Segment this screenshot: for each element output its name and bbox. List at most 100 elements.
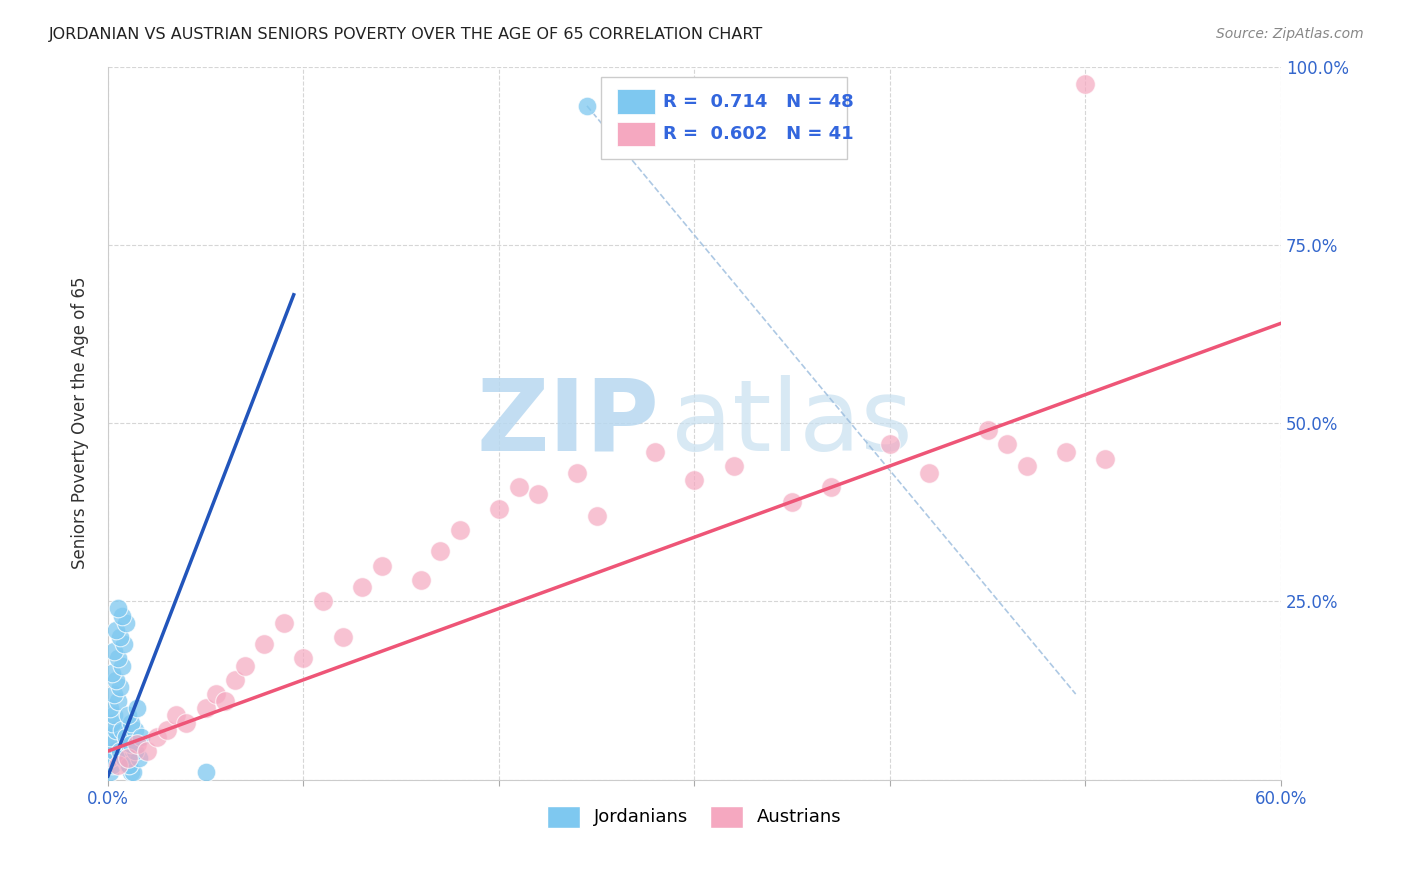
Point (103, 644, 125, 658)
Text: R =  0.714   N = 48: R = 0.714 N = 48 (662, 93, 853, 111)
FancyBboxPatch shape (617, 89, 655, 113)
Point (122, 765, 145, 780)
Point (194, 765, 217, 780)
Point (101, 715, 124, 730)
Point (103, 744, 125, 758)
Point (108, 630, 131, 644)
Point (214, 694, 236, 708)
Point (124, 744, 146, 758)
Point (101, 758, 124, 772)
Point (101, 737, 124, 751)
Text: ZIP: ZIP (477, 375, 659, 472)
Point (165, 708, 187, 723)
Point (120, 715, 142, 730)
Point (312, 594, 335, 608)
Point (429, 544, 451, 558)
Point (111, 608, 134, 623)
Point (224, 673, 246, 687)
Point (977, 423, 1000, 437)
Point (449, 523, 471, 537)
Point (112, 637, 135, 651)
Point (117, 751, 139, 765)
Point (332, 630, 354, 644)
Point (567, 466, 589, 480)
Point (117, 758, 139, 772)
Point (156, 723, 179, 737)
Point (104, 673, 127, 687)
Point (723, 458, 745, 473)
Point (107, 601, 129, 615)
Point (780, 494, 803, 508)
Point (104, 623, 127, 637)
Point (136, 744, 159, 758)
Point (103, 708, 125, 723)
Point (114, 615, 136, 630)
Point (118, 758, 141, 772)
Point (111, 658, 134, 673)
Point (128, 751, 150, 765)
Point (124, 723, 146, 737)
Point (108, 680, 131, 694)
Point (118, 737, 141, 751)
Point (112, 751, 135, 765)
Point (104, 723, 127, 737)
Point (117, 708, 139, 723)
Text: JORDANIAN VS AUSTRIAN SENIORS POVERTY OVER THE AGE OF 65 CORRELATION CHART: JORDANIAN VS AUSTRIAN SENIORS POVERTY OV… (49, 27, 763, 42)
Y-axis label: Seniors Poverty Over the Age of 65: Seniors Poverty Over the Age of 65 (72, 277, 89, 569)
FancyBboxPatch shape (600, 78, 846, 160)
Point (118, 737, 141, 751)
Point (273, 615, 295, 630)
Point (146, 730, 169, 744)
Point (409, 573, 432, 587)
Point (129, 730, 152, 744)
Point (644, 444, 666, 458)
Point (585, 508, 607, 523)
Point (112, 751, 135, 765)
Point (879, 437, 901, 451)
Point (1054, 444, 1077, 458)
Point (1094, 451, 1116, 466)
FancyBboxPatch shape (617, 121, 655, 145)
Point (995, 437, 1018, 451)
Point (122, 744, 145, 758)
Point (114, 730, 136, 744)
Point (98, 701, 121, 715)
Point (292, 651, 315, 665)
Point (683, 473, 706, 487)
Point (117, 758, 139, 772)
Point (1015, 458, 1038, 473)
Legend: Jordanians, Austrians: Jordanians, Austrians (540, 798, 849, 835)
Point (488, 501, 510, 516)
Point (508, 480, 530, 494)
Point (370, 558, 392, 573)
Point (918, 466, 941, 480)
Point (352, 580, 374, 594)
Point (108, 744, 131, 758)
Point (194, 701, 217, 715)
Point (820, 480, 842, 494)
Point (127, 737, 149, 751)
Point (204, 687, 226, 701)
Point (120, 765, 142, 780)
Point (107, 758, 129, 772)
Text: R =  0.602   N = 41: R = 0.602 N = 41 (662, 125, 853, 143)
Point (233, 658, 256, 673)
Point (98, 730, 121, 744)
Point (103, 687, 125, 701)
Point (107, 651, 129, 665)
Point (1074, 78, 1097, 92)
Point (111, 723, 134, 737)
Point (98, 765, 121, 780)
Point (527, 487, 550, 501)
Point (575, 99, 598, 113)
Text: atlas: atlas (671, 375, 912, 472)
Point (98, 751, 121, 765)
Point (107, 694, 129, 708)
Point (114, 730, 136, 744)
Point (174, 715, 197, 730)
Point (127, 701, 149, 715)
Point (120, 737, 142, 751)
Point (101, 665, 124, 680)
Point (253, 637, 276, 651)
Text: Source: ZipAtlas.com: Source: ZipAtlas.com (1216, 27, 1364, 41)
